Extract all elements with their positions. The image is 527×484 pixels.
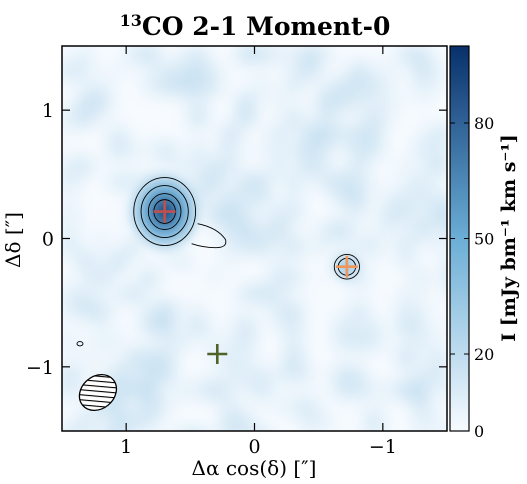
heatmap-plot-area (61, 45, 448, 432)
beam-ellipse (78, 373, 118, 412)
colorbar: 0 20 50 80 I [mJy bm⁻¹ km s⁻¹] (449, 45, 520, 441)
colorbar-tick-label-4: 80 (474, 114, 494, 133)
y-axis-ticks: 1 0 −1 (26, 100, 447, 379)
contour-source-1-level-2 (140, 185, 189, 238)
contour-source-1-level-3 (147, 193, 182, 230)
source-marker-1 (153, 200, 176, 223)
colorbar-tick-label-2: 20 (474, 345, 494, 364)
x-axis-ticks: 1 0 −1 (120, 46, 397, 458)
colorbar-tick-label-3: 50 (474, 230, 494, 249)
colorbar-tick-label-1: 0 (474, 422, 484, 441)
chart-title: 13CO 2-1 Moment-0 (120, 11, 391, 41)
y-tick-label-1: 1 (42, 100, 54, 122)
source-marker-2 (335, 255, 358, 278)
position-markers (153, 200, 358, 364)
colorbar-ticks: 0 20 50 80 (450, 114, 494, 441)
chart-title-text: CO 2-1 Moment-0 (142, 12, 390, 41)
contour-source-1-level-1 (133, 177, 197, 247)
x-tick-label-3: −1 (369, 436, 397, 458)
contour-source-2-level-1 (333, 253, 360, 280)
reference-marker-1 (207, 344, 228, 364)
chart-title-superscript: 13 (120, 11, 142, 30)
x-axis-label: Δα cos(δ) [″] (192, 456, 317, 480)
x-tick-label-2: 0 (248, 436, 260, 458)
colorbar-label: I [mJy bm⁻¹ km s⁻¹] (498, 134, 520, 342)
noise-contour (76, 341, 84, 347)
y-tick-label-3: −1 (26, 357, 54, 379)
y-axis-label: Δδ [″] (1, 212, 25, 268)
y-tick-label-2: 0 (42, 229, 54, 251)
beam-shape (78, 373, 118, 412)
x-tick-label-1: 1 (120, 436, 132, 458)
contour-source-1-tail (191, 223, 227, 249)
